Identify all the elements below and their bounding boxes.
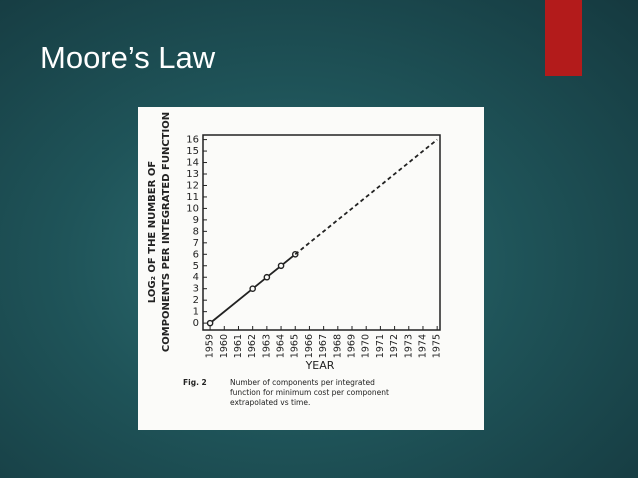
y-tick-label: 9 (193, 215, 199, 226)
x-tick-label: 1960 (219, 334, 230, 358)
y-tick-label: 14 (186, 158, 199, 169)
y-tick-label: 6 (193, 249, 199, 260)
data-point (206, 319, 214, 327)
y-axis-label: LOG₂ OF THE NUMBER OF (147, 161, 158, 303)
caption-figure: Fig. 2 (183, 378, 207, 387)
y-tick-label: 16 (186, 135, 199, 146)
plot-frame (202, 134, 441, 331)
x-tick-label: 1973 (403, 334, 414, 358)
caption-line: extrapolated vs time. (230, 398, 310, 407)
y-tick-label: 5 (193, 261, 199, 272)
y-tick-label: 12 (186, 180, 199, 191)
figure (138, 107, 484, 430)
slide-title: Moore’s Law (40, 40, 216, 75)
data-point (277, 262, 285, 270)
x-tick-label: 1967 (318, 334, 329, 358)
accent-bar (545, 0, 582, 76)
caption-line: function for minimum cost per component (230, 388, 389, 397)
y-tick-label: 8 (193, 226, 199, 237)
y-tick-label: 0 (193, 318, 199, 329)
x-tick-label: 1970 (361, 334, 372, 358)
y-tick-label: 7 (193, 238, 199, 249)
x-tick-label: 1968 (332, 334, 343, 358)
x-tick-label: 1963 (261, 334, 272, 358)
y-tick-label: 10 (186, 203, 199, 214)
y-tick-label: 4 (193, 272, 199, 283)
series-line (294, 138, 438, 255)
x-axis-label: YEAR (305, 359, 335, 372)
caption-line: Number of components per integrated (230, 378, 375, 387)
y-tick-label: 1 (193, 307, 199, 318)
data-point (249, 285, 256, 293)
x-tick-label: 1969 (347, 334, 358, 358)
x-tick-label: 1964 (276, 334, 287, 358)
x-tick-label: 1962 (247, 334, 258, 358)
y-tick-label: 11 (186, 192, 199, 203)
x-tick-label: 1961 (233, 334, 244, 358)
x-tick-label: 1971 (375, 334, 386, 358)
x-tick-label: 1966 (304, 334, 315, 358)
y-tick-label: 2 (193, 295, 199, 306)
y-tick-label: 3 (193, 284, 199, 295)
y-tick-label: 15 (186, 146, 199, 157)
data-point (263, 273, 271, 281)
x-tick-label: 1972 (389, 334, 400, 358)
x-tick-label: 1965 (290, 334, 301, 358)
y-axis-label: COMPONENTS PER INTEGRATED FUNCTION (161, 112, 172, 352)
x-tick-label: 1974 (417, 334, 428, 358)
y-tick-label: 13 (186, 169, 199, 180)
x-tick-label: 1959 (205, 334, 216, 358)
x-tick-label: 1975 (432, 334, 443, 358)
